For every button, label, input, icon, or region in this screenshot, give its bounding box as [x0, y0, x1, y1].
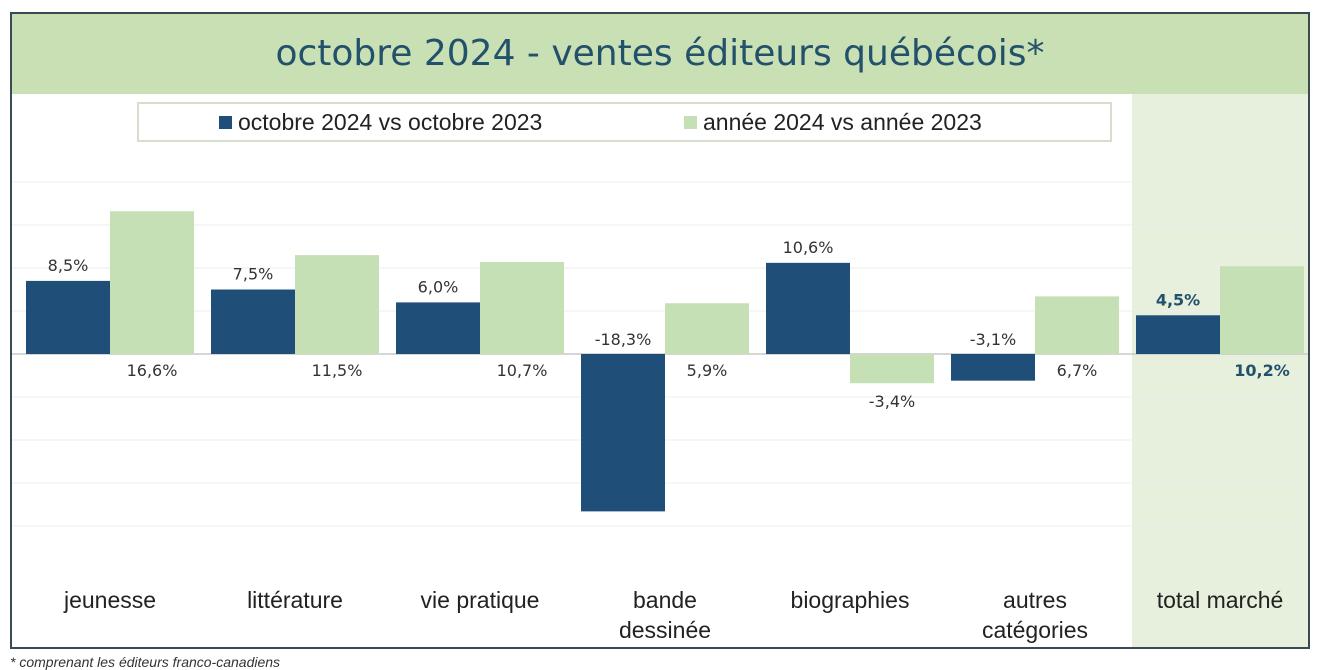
title-bar [12, 14, 1308, 94]
data-label-monthly-1: 7,5% [233, 265, 274, 284]
data-label-monthly-4: 10,6% [783, 238, 834, 257]
bar-monthly-0 [26, 280, 110, 354]
category-label-5-line-1: catégories [982, 617, 1088, 643]
data-label-yearly-5: 6,7% [1057, 361, 1098, 380]
bar-chart: 8,5% 16,6% jeunesse 7,5% 11,5% littérature 6,0… [12, 181, 1308, 643]
bar-yearly-3 [665, 303, 749, 354]
bar-yearly-0 [110, 211, 194, 354]
category-label-1: littérature [247, 587, 343, 613]
category-label-4: biographies [791, 587, 910, 613]
data-label-yearly-0: 16,6% [127, 361, 178, 380]
total-market-highlight [1132, 94, 1308, 647]
bar-monthly-3 [581, 354, 665, 512]
legend-label-yearly: année 2024 vs année 2023 [703, 109, 982, 135]
legend: octobre 2024 vs octobre 2023 année 2024 … [137, 102, 1112, 142]
bar-yearly-5 [1035, 296, 1119, 354]
category-label-3-line-1: dessinée [619, 617, 711, 643]
bar-yearly-6 [1220, 266, 1304, 354]
bar-yearly-1 [295, 255, 379, 354]
data-label-yearly-3: 5,9% [687, 361, 728, 380]
legend-label-monthly: octobre 2024 vs octobre 2023 [238, 109, 543, 135]
bar-monthly-1 [211, 289, 295, 354]
category-label-3-line-0: bande [633, 587, 697, 613]
legend-item-yearly: année 2024 vs année 2023 [684, 104, 982, 140]
data-label-monthly-2: 6,0% [418, 277, 459, 296]
data-label-yearly-4: -3,4% [869, 392, 915, 411]
category-label-0: jeunesse [63, 587, 156, 613]
footnote: * comprenant les éditeurs franco-canadie… [10, 654, 281, 670]
bar-monthly-4 [766, 262, 850, 354]
bar-monthly-6 [1136, 315, 1220, 354]
chart-frame: octobre 2024 - ventes éditeurs québécois… [10, 12, 1310, 649]
category-label-6: total marché [1157, 587, 1284, 613]
data-label-monthly-5: -3,1% [970, 330, 1016, 349]
category-label-5-line-0: autres [1003, 587, 1067, 613]
bar-monthly-5 [951, 354, 1035, 381]
data-label-yearly-1: 11,5% [312, 361, 363, 380]
bar-monthly-2 [396, 302, 480, 354]
chart-title: octobre 2024 - ventes éditeurs québécois… [275, 33, 1045, 74]
legend-swatch-monthly [219, 116, 232, 129]
data-label-yearly-6: 10,2% [1234, 361, 1290, 380]
legend-item-monthly: octobre 2024 vs octobre 2023 [219, 104, 542, 140]
data-label-monthly-0: 8,5% [48, 256, 89, 275]
legend-swatch-yearly [684, 116, 697, 129]
bar-yearly-2 [480, 261, 564, 354]
bar-yearly-4 [850, 354, 934, 384]
data-label-monthly-3: -18,3% [595, 330, 652, 349]
category-label-2: vie pratique [421, 587, 540, 613]
data-label-monthly-6: 4,5% [1156, 290, 1200, 309]
data-label-yearly-2: 10,7% [497, 361, 548, 380]
